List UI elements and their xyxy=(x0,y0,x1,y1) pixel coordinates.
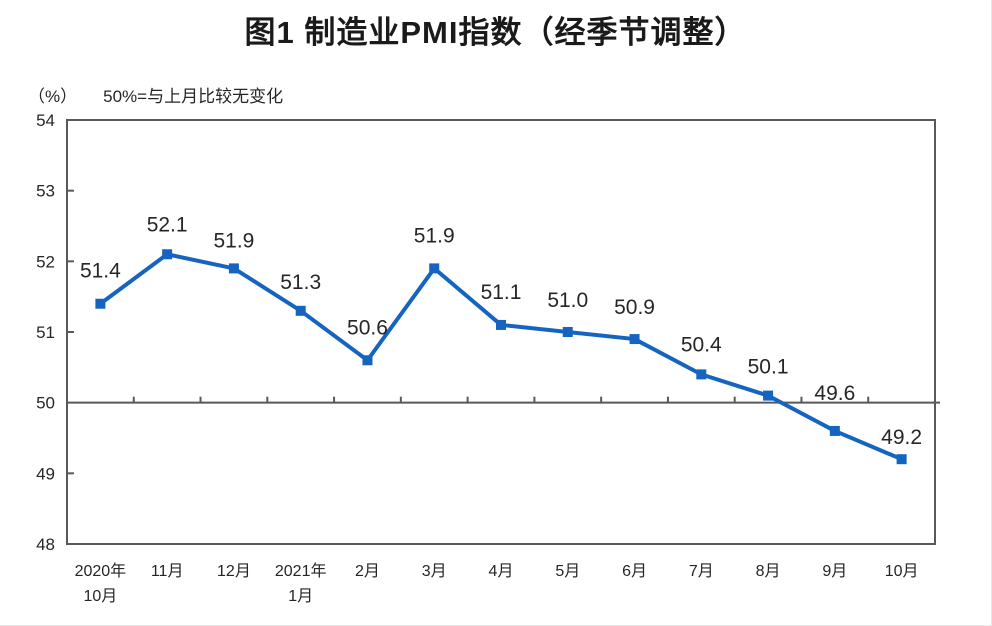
y-axis-tick-label: 53 xyxy=(36,182,55,201)
x-axis-tick-label: 2021年 xyxy=(275,562,327,580)
data-point-label: 49.2 xyxy=(881,426,922,449)
data-point-marker xyxy=(228,263,239,274)
x-axis-tick-label: 1月 xyxy=(288,588,313,605)
x-axis-tick-label: 4月 xyxy=(489,563,514,580)
data-point-marker xyxy=(562,327,573,337)
data-point-label: 51.3 xyxy=(280,271,321,294)
x-axis-tick-label: 12月 xyxy=(217,563,251,580)
x-axis-tick-label: 8月 xyxy=(756,563,781,580)
x-axis-tick-label: 2020年 xyxy=(75,562,127,580)
y-axis-tick-label: 50 xyxy=(36,394,55,413)
data-point-label: 50.1 xyxy=(748,356,789,379)
reference-note-label: 50%=与上月比较无变化 xyxy=(103,87,284,106)
x-axis-tick-label: 7月 xyxy=(689,563,714,580)
plot-border xyxy=(66,119,936,545)
x-axis-tick-label: 6月 xyxy=(622,563,647,580)
data-point-marker xyxy=(629,334,640,345)
data-point-marker xyxy=(829,425,840,436)
data-point-marker xyxy=(295,305,306,316)
x-axis-tick-label: 2月 xyxy=(355,563,380,580)
data-point-label: 51.9 xyxy=(414,224,455,247)
data-point-marker xyxy=(162,249,173,260)
data-point-label: 50.4 xyxy=(681,333,722,356)
x-axis-tick-label: 5月 xyxy=(555,563,580,580)
y-axis-unit-label: （%） xyxy=(28,87,78,106)
x-axis-tick-label: 10月 xyxy=(83,588,117,605)
data-point-label: 51.0 xyxy=(547,289,588,312)
y-axis-tick-label: 52 xyxy=(36,252,55,271)
data-point-label: 51.4 xyxy=(80,260,121,283)
chart-title: 图1 制造业PMI指数（经季节调整） xyxy=(244,15,747,50)
data-point-label: 50.6 xyxy=(347,316,388,339)
y-axis-tick-label: 51 xyxy=(36,323,55,342)
data-point-marker xyxy=(496,319,506,330)
data-point-marker xyxy=(763,390,774,401)
chart-subtitle-row: （%） 50%=与上月比较无变化 xyxy=(28,82,283,107)
data-point-label: 49.6 xyxy=(814,382,855,405)
x-axis-tick-label: 9月 xyxy=(822,563,847,580)
data-point-label: 51.1 xyxy=(481,281,522,304)
x-axis-tick-label: 11月 xyxy=(151,563,184,580)
data-point-marker xyxy=(429,263,440,274)
data-point-label: 52.1 xyxy=(147,213,188,236)
data-point-marker xyxy=(696,369,707,380)
data-point-marker xyxy=(362,355,373,366)
y-axis-tick-label: 54 xyxy=(36,111,55,130)
y-axis-tick-label: 49 xyxy=(36,464,55,483)
y-axis-tick-label: 48 xyxy=(36,535,55,554)
x-axis-tick-label: 10月 xyxy=(885,563,919,580)
data-point-marker xyxy=(95,298,106,309)
x-axis-tick-label: 3月 xyxy=(422,563,447,580)
data-point-label: 51.9 xyxy=(213,229,254,252)
data-point-label: 50.9 xyxy=(614,296,655,319)
data-point-marker xyxy=(896,454,907,465)
